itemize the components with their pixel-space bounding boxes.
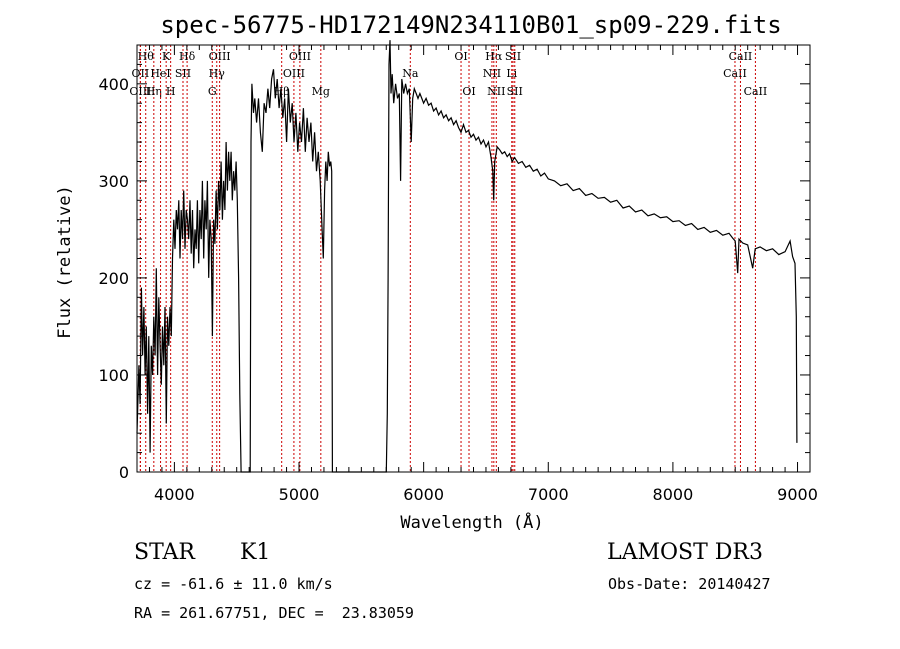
line-marker-label-13: OIII [283,67,305,80]
line-marker-label-27: CaII [744,85,768,98]
y-axis: 0 100 200 300 400 [98,44,810,482]
line-marker-label-25: CaII [723,67,747,80]
line-marker-label-15: Mg [312,85,330,98]
y-tick-label: 200 [98,269,129,288]
y-axis-label: Flux (relative) [55,185,75,339]
y-tick-label: 100 [98,366,129,385]
x-tick-label: 4000 [154,485,195,504]
x-tick-label: 7000 [528,485,569,504]
line-marker-label-0: Hθ [138,50,155,63]
survey-release: LAMOST DR3 [607,540,763,565]
line-marker-label-4: K [162,50,171,63]
line-marker-label-6: HeI [150,67,170,80]
line-marker-label-3: Hη [146,85,162,98]
line-marker-label-17: OI [454,50,467,63]
chart-title: spec-56775-HD172149N234110B01_sp09-229.f… [160,11,781,39]
flux-series-line [136,40,798,473]
coordinates: RA = 261.67751, DEC = 23.83059 [134,604,414,622]
line-marker-label-9: Hγ [209,67,226,80]
line-marker-label-7: SII [175,67,191,80]
x-tick-label: 6000 [403,485,444,504]
line-marker-label-11: G [208,85,217,98]
line-marker-label-23: SII [505,50,521,63]
x-tick-label: 5000 [279,485,320,504]
observation-date: Obs-Date: 20140427 [608,575,771,593]
line-marker-label-10: OIII [209,50,231,63]
line-marker-label-22: Li [506,67,517,80]
x-axis-label: Wavelength (Å) [400,511,543,533]
y-tick-label: 400 [98,75,129,94]
line-marker-label-20: Hα [485,50,503,63]
line-marker-label-5: H [166,85,176,98]
y-tick-label: 0 [119,463,129,482]
line-marker-label-21: NII [487,85,505,98]
line-marker-label-18: OI [462,85,475,98]
line-marker-label-24: SII [507,85,523,98]
x-tick-label: 9000 [777,485,818,504]
line-marker-label-19: NII [483,67,501,80]
object-subclass: K1 [240,540,271,565]
line-marker-label-16: Na [402,67,419,80]
y-tick-label: 300 [98,172,129,191]
object-class: STAR [134,540,195,565]
line-marker-label-2: OIII [129,85,151,98]
line-marker-label-14: OIII [289,50,311,63]
line-marker-label-8: Hδ [179,50,196,63]
x-tick-label: 8000 [653,485,694,504]
x-axis: 4000 5000 6000 7000 8000 9000 [136,45,818,504]
redshift-velocity: cz = -61.6 ± 11.0 km/s [134,575,333,593]
line-marker-label-26: CaII [729,50,753,63]
